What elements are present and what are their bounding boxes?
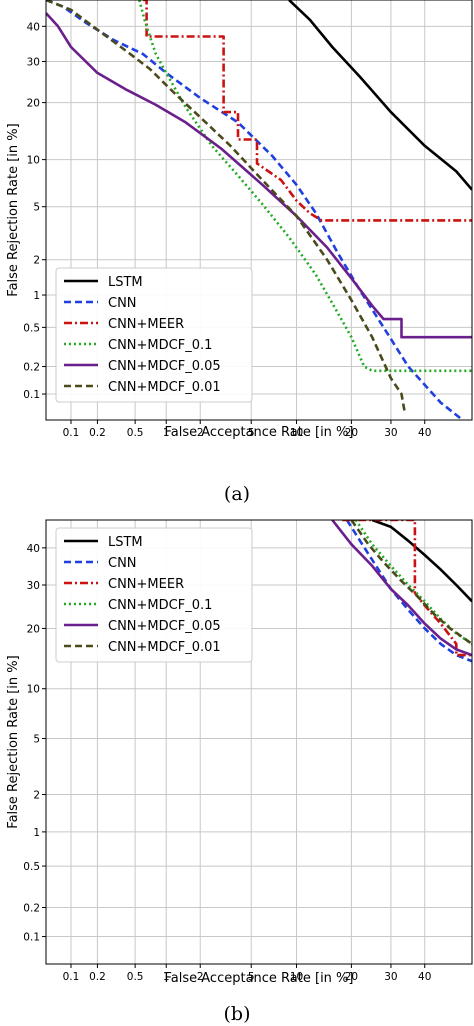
y-tick-label: 2 bbox=[33, 790, 40, 802]
legend-label: CNN bbox=[108, 296, 137, 311]
x-tick-label: 30 bbox=[384, 971, 397, 983]
x-tick-labels: 0.1 0.2 0.5 1 2 5 10 20 30 40 bbox=[63, 427, 432, 439]
legend-label: LSTM bbox=[108, 275, 143, 290]
y-tick-label: 40 bbox=[27, 21, 40, 33]
y-tick-label: 2 bbox=[33, 255, 40, 267]
legend-label: CNN+MDCF_0.05 bbox=[108, 359, 221, 374]
x-tick-label: 0.1 bbox=[63, 427, 80, 439]
legend-label: CNN+MDCF_0.01 bbox=[108, 640, 221, 655]
series-line-cnn bbox=[345, 520, 472, 663]
y-tick-label: 0.5 bbox=[23, 322, 40, 334]
y-tick-label: 10 bbox=[27, 155, 40, 167]
x-axis-label: False Acceptance Rate [in %] bbox=[165, 425, 354, 440]
y-tick-label: 20 bbox=[27, 98, 40, 110]
series-line-cnn-meer bbox=[143, 0, 472, 222]
y-tick-label: 5 bbox=[33, 202, 40, 214]
series-line-cnn-mdcf-0-05 bbox=[331, 520, 472, 657]
x-axis-label: False Acceptance Rate [in %] bbox=[165, 971, 354, 986]
x-tick-label: 30 bbox=[384, 427, 397, 439]
y-tick-label: 40 bbox=[27, 543, 40, 555]
series-line-cnn-mdcf-0-05 bbox=[46, 12, 472, 339]
y-tick-label: 1 bbox=[33, 827, 40, 839]
plot-frame bbox=[45, 519, 473, 965]
series-line-cnn-mdcf-0-01 bbox=[46, 0, 407, 414]
y-tick-label: 0.1 bbox=[23, 389, 40, 401]
x-tick-label: 1 bbox=[163, 427, 170, 439]
plot-frame bbox=[45, 0, 473, 421]
x-tick-label: 20 bbox=[345, 971, 358, 983]
x-tick-label: 1 bbox=[163, 971, 170, 983]
y-axis-label: False Rejection Rate [in %] bbox=[6, 123, 21, 296]
y-tick-labels: 0.1 0.2 0.5 1 2 5 10 20 30 40 bbox=[23, 21, 40, 401]
legend-label: CNN+MDCF_0.05 bbox=[108, 619, 221, 634]
series-group bbox=[46, 0, 472, 420]
x-tick-label: 10 bbox=[290, 427, 303, 439]
y-tick-label: 10 bbox=[27, 684, 40, 696]
y-tick-label: 0.2 bbox=[23, 902, 40, 914]
legend: LSTM CNN CNN+MEER CNN+MDCF_0.1 CNN+MDCF_0.05… bbox=[55, 527, 253, 663]
legend-label: CNN+MEER bbox=[108, 317, 184, 332]
legend-label: CNN+MDCF_0.1 bbox=[108, 338, 212, 353]
series-layer bbox=[46, 0, 472, 420]
legend-label: CNN+MDCF_0.01 bbox=[108, 380, 221, 395]
y-tick-label: 1 bbox=[33, 290, 40, 302]
y-tick-label: 30 bbox=[27, 56, 40, 68]
x-tick-label: 0.1 bbox=[63, 971, 80, 983]
y-tick-label: 30 bbox=[27, 580, 40, 592]
series-layer bbox=[331, 520, 472, 663]
legend-box bbox=[55, 267, 253, 403]
legend-label: CNN bbox=[108, 556, 137, 571]
x-tick-label: 0.5 bbox=[127, 427, 144, 439]
x-tick-label: 2 bbox=[197, 427, 204, 439]
chart-panel-b: 0.1 0.2 0.5 1 2 5 10 20 30 40 0.1 0.2 0.5 1 2 5 10 20 30 4… bbox=[6, 519, 473, 1025]
y-tick-label: 5 bbox=[33, 734, 40, 746]
series-line-lstm bbox=[288, 0, 472, 191]
series-line-cnn-mdcf-0-01 bbox=[350, 520, 472, 645]
y-tick-label: 0.2 bbox=[23, 362, 40, 374]
x-tick-label: 0.5 bbox=[127, 971, 144, 983]
x-tick-label: 2 bbox=[197, 971, 204, 983]
legend-box bbox=[55, 527, 253, 663]
caption: (b) bbox=[224, 1003, 251, 1025]
x-tick-labels: 0.1 0.2 0.5 1 2 5 10 20 30 40 bbox=[63, 971, 432, 983]
caption: (a) bbox=[224, 483, 250, 505]
x-tick-label: 5 bbox=[248, 971, 255, 983]
legend-label: CNN+MEER bbox=[108, 577, 184, 592]
y-axis-label: False Rejection Rate [in %] bbox=[6, 655, 21, 828]
series-group bbox=[331, 520, 472, 663]
chart-panel-a: 0.1 0.2 0.5 1 2 5 10 20 30 40 0.1 0.2 0.5 1 2 5 10 20 30 4… bbox=[6, 0, 473, 505]
series-line-cnn-meer bbox=[342, 520, 472, 657]
legend-label: LSTM bbox=[108, 535, 143, 550]
x-tick-label: 40 bbox=[418, 971, 431, 983]
y-tick-label: 0.1 bbox=[23, 932, 40, 944]
x-tick-label: 20 bbox=[345, 427, 358, 439]
x-tick-label: 5 bbox=[248, 427, 255, 439]
legend: LSTM CNN CNN+MEER CNN+MDCF_0.1 CNN+MDCF_0.05… bbox=[55, 267, 253, 403]
y-tick-label: 0.5 bbox=[23, 861, 40, 873]
legend-label: CNN+MDCF_0.1 bbox=[108, 598, 212, 613]
x-tick-label: 40 bbox=[418, 427, 431, 439]
series-line-lstm bbox=[371, 520, 472, 603]
x-tick-label: 0.2 bbox=[89, 427, 106, 439]
x-tick-label: 0.2 bbox=[89, 971, 106, 983]
series-line-cnn-mdcf-0-1 bbox=[138, 0, 472, 373]
y-tick-labels: 0.1 0.2 0.5 1 2 5 10 20 30 40 bbox=[23, 543, 40, 944]
series-line-cnn-mdcf-0-1 bbox=[354, 520, 472, 645]
y-tick-label: 20 bbox=[27, 623, 40, 635]
x-tick-label: 10 bbox=[290, 971, 303, 983]
